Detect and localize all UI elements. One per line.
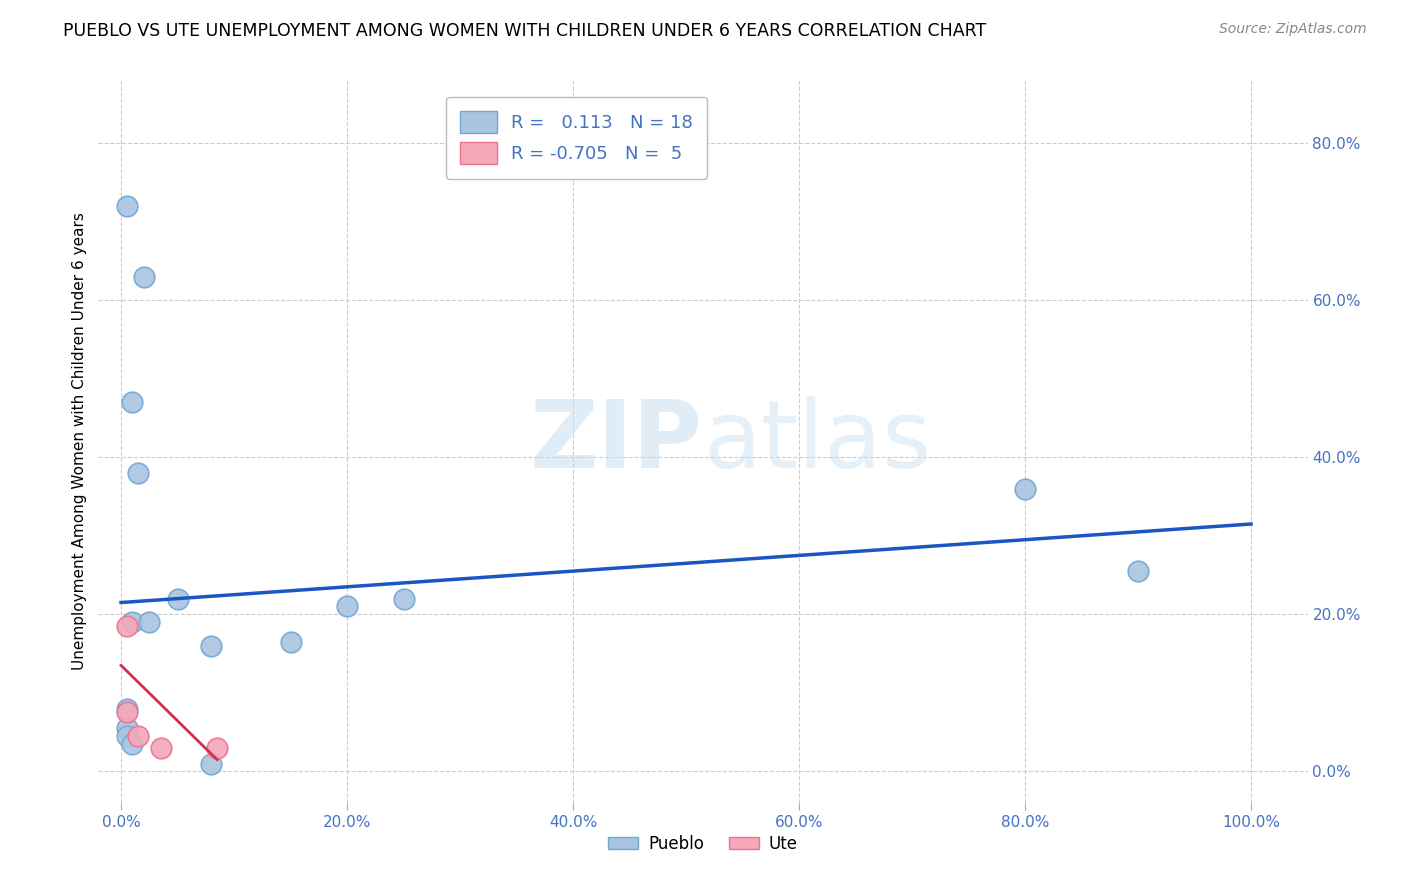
- Point: [121, 615, 143, 630]
- Point: [205, 740, 228, 755]
- Point: [200, 756, 222, 771]
- Text: ZIP: ZIP: [530, 395, 703, 488]
- Point: [127, 466, 149, 480]
- Point: [200, 639, 222, 653]
- Point: [115, 701, 138, 715]
- Point: [1126, 564, 1149, 578]
- Point: [1014, 482, 1036, 496]
- Text: PUEBLO VS UTE UNEMPLOYMENT AMONG WOMEN WITH CHILDREN UNDER 6 YEARS CORRELATION C: PUEBLO VS UTE UNEMPLOYMENT AMONG WOMEN W…: [63, 22, 987, 40]
- Point: [115, 619, 138, 633]
- Point: [138, 615, 160, 630]
- Point: [121, 737, 143, 751]
- Text: atlas: atlas: [703, 395, 931, 488]
- Point: [132, 269, 155, 284]
- Point: [115, 706, 138, 720]
- Point: [280, 635, 302, 649]
- Point: [121, 395, 143, 409]
- Point: [127, 729, 149, 743]
- Text: Source: ZipAtlas.com: Source: ZipAtlas.com: [1219, 22, 1367, 37]
- Point: [149, 740, 172, 755]
- Legend: Pueblo, Ute: Pueblo, Ute: [602, 828, 804, 860]
- Point: [115, 199, 138, 213]
- Point: [336, 599, 359, 614]
- Point: [115, 721, 138, 735]
- Point: [115, 729, 138, 743]
- Point: [166, 591, 188, 606]
- Point: [392, 591, 415, 606]
- Y-axis label: Unemployment Among Women with Children Under 6 years: Unemployment Among Women with Children U…: [72, 212, 87, 671]
